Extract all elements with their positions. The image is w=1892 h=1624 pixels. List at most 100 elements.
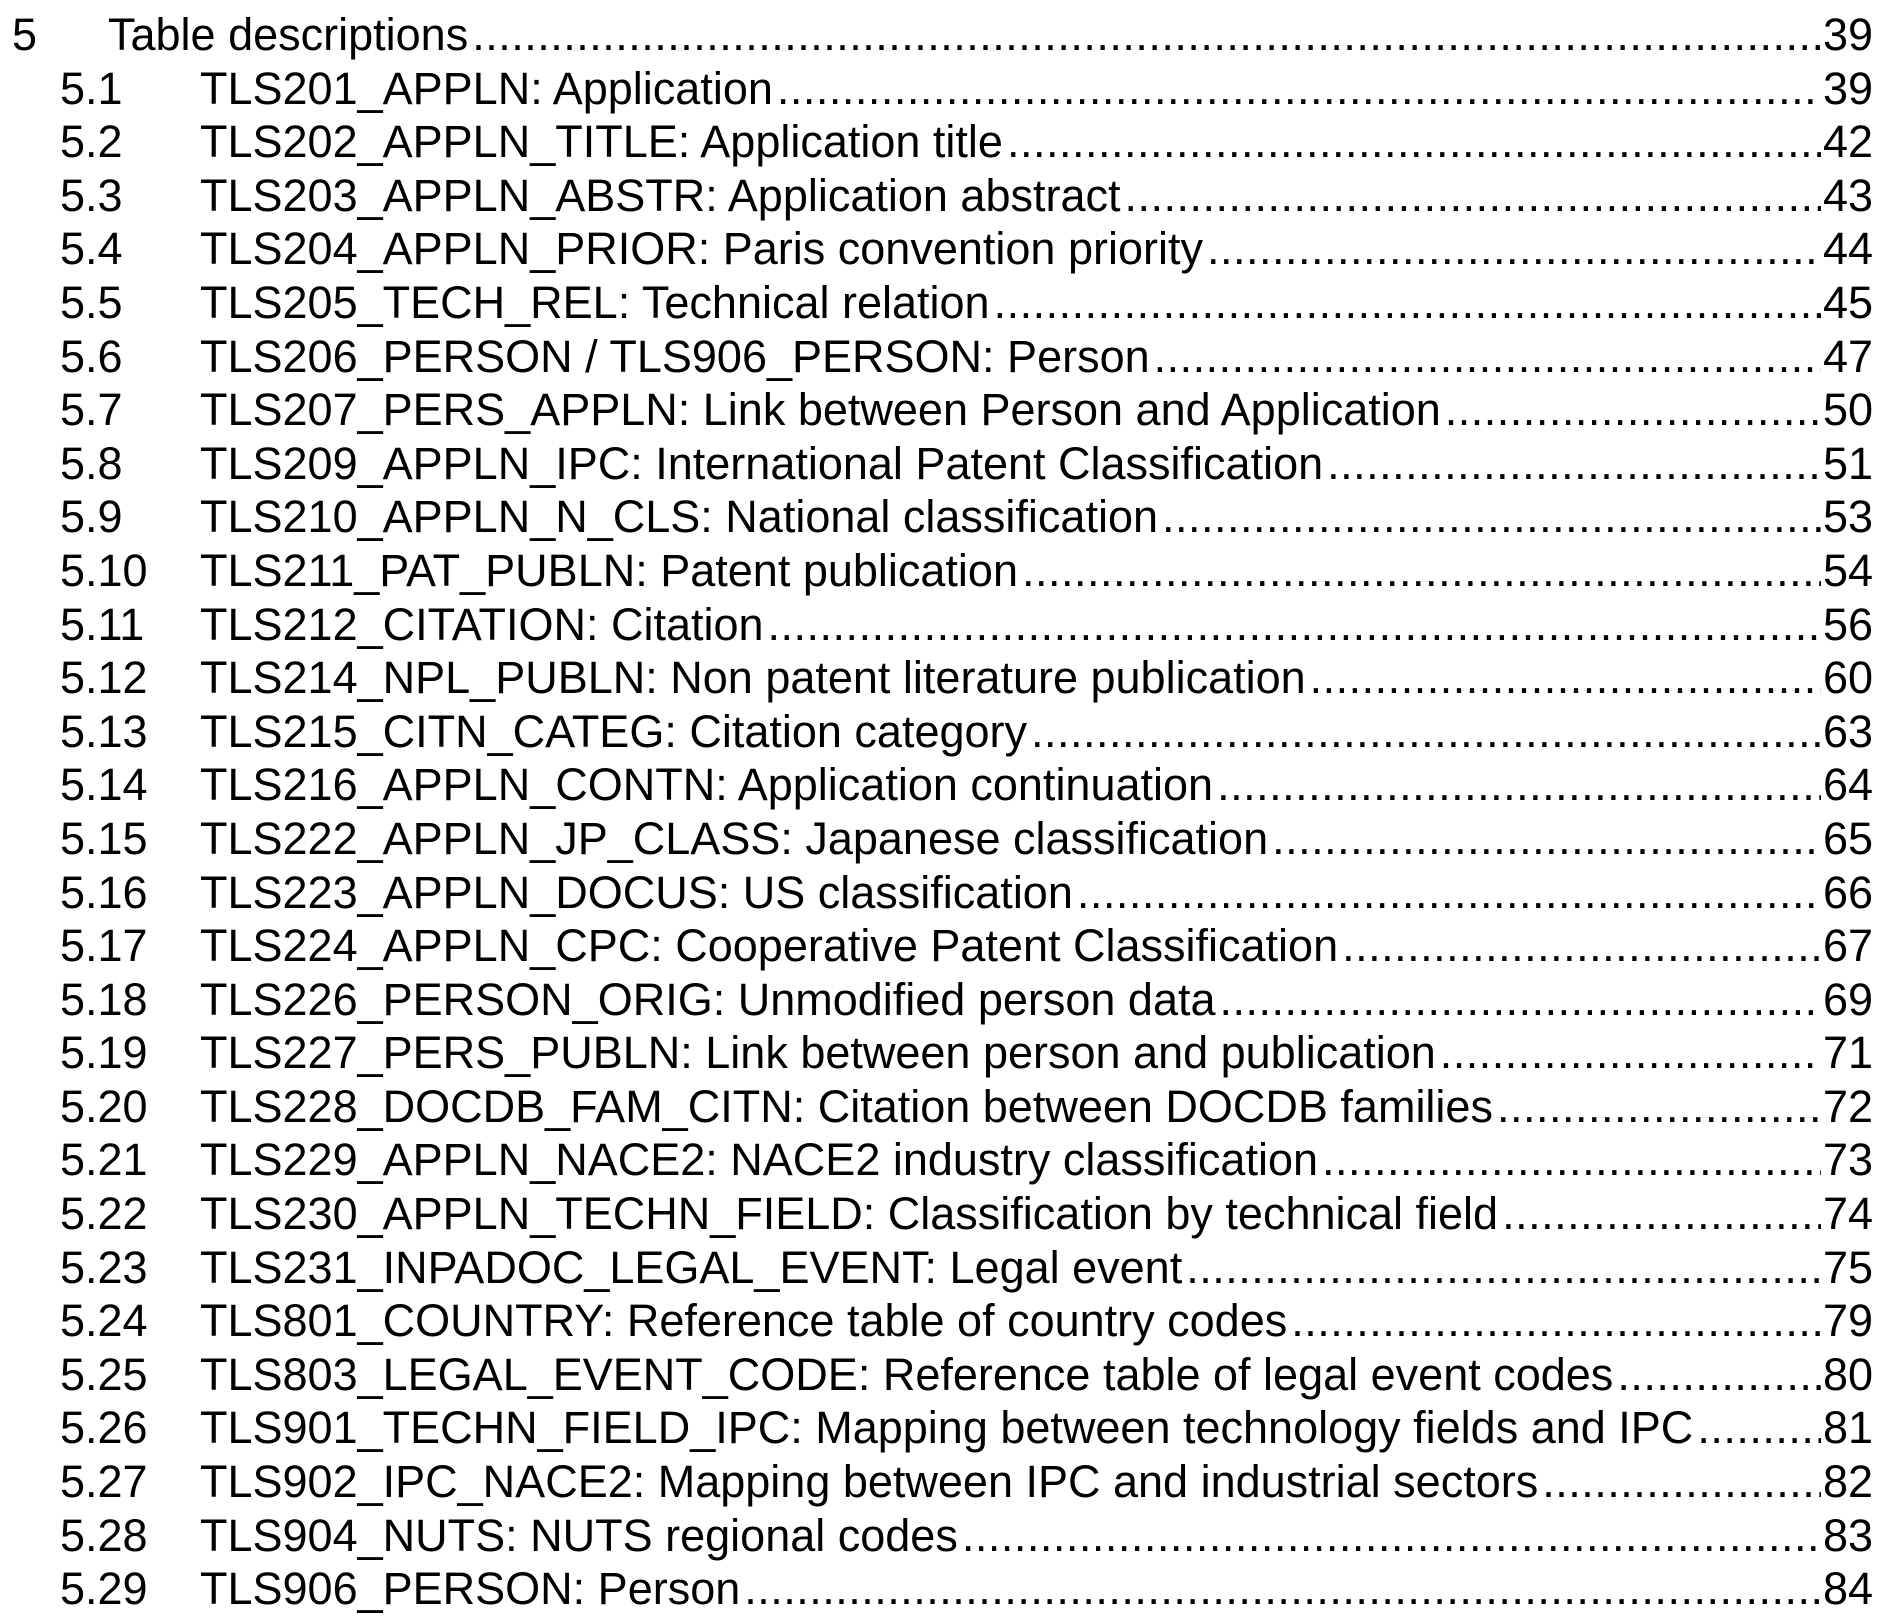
toc-entry-number: 5.4 [60,222,123,276]
toc-entry-title: TLS207_PERS_APPLN: Link between Person a… [200,383,1445,437]
toc-entry[interactable]: 5.26 TLS901_TECHN_FIELD_IPC: Mapping betw… [0,1401,1892,1455]
toc-entry-number: 5.1 [60,62,123,116]
toc-entry-number: 5.21 [60,1133,148,1187]
toc-entry-line: TLS801_COUNTRY: Reference table of count… [200,1294,1873,1348]
toc-entry-title: TLS230_APPLN_TECHN_FIELD: Classification… [200,1187,1502,1241]
toc-entry[interactable]: 5.22TLS230_APPLN_TECHN_FIELD: Classifica… [0,1187,1892,1241]
toc-dot-leader [777,62,1821,116]
toc-entry-number: 5.26 [60,1401,148,1455]
toc-entry[interactable]: 5.27 TLS902_IPC_NACE2: Mapping between IP… [0,1455,1892,1509]
toc-entry-number: 5.25 [60,1348,148,1402]
toc-entry-title: TLS202_APPLN_TITLE: Application title [200,115,1007,169]
toc-entry[interactable]: 5.4TLS204_APPLN_PRIOR: Paris convention … [0,222,1892,276]
toc-entry-line: TLS203_APPLN_ABSTR: Application abstract… [200,169,1873,223]
toc-dot-leader [1440,1026,1821,1080]
toc-entry[interactable]: 5.8TLS209_APPLN_IPC: International Paten… [0,437,1892,491]
toc-dot-leader [1162,490,1821,544]
toc-entry-title: TLS205_TECH_REL: Technical relation [200,276,994,330]
toc-entry-page: 50 [1821,383,1873,437]
toc-entry-title: TLS226_PERSON_ORIG: Unmodified person da… [200,973,1220,1027]
toc-section-title: Table descriptions [108,8,472,62]
toc-entry[interactable]: 5.28TLS904_NUTS: NUTS regional codes83 [0,1509,1892,1563]
toc-entry-line: TLS212_CITATION: Citation 56 [200,598,1873,652]
toc-entry-page: 54 [1821,544,1873,598]
toc-entry-line: TLS202_APPLN_TITLE: Application title 42 [200,115,1873,169]
toc-entry[interactable]: 5.3 TLS203_APPLN_ABSTR: Application abstr… [0,169,1892,223]
toc-entry[interactable]: 5.17TLS224_APPLN_CPC: Cooperative Patent… [0,919,1892,973]
toc-entry-title: TLS227_PERS_PUBLN: Link between person a… [200,1026,1440,1080]
toc-section-line: Table descriptions 39 [108,8,1873,62]
toc-entry-number: 5.27 [60,1455,148,1509]
table-of-contents: 5 Table descriptions 39 5.1 TLS201_APPLN:… [0,8,1892,1616]
toc-entry-number: 5.18 [60,973,148,1027]
toc-entry-line: TLS803_LEGAL_EVENT_CODE: Reference table… [200,1348,1873,1402]
toc-entry[interactable]: 5.23TLS231_INPADOC_LEGAL_EVENT: Legal ev… [0,1241,1892,1295]
toc-entry-line: TLS228_DOCDB_FAM_CITN: Citation between … [200,1080,1873,1134]
toc-entry-page: 82 [1821,1455,1873,1509]
toc-dot-leader [1217,758,1821,812]
toc-entry[interactable]: 5.25 TLS803_LEGAL_EVENT_CODE: Reference t… [0,1348,1892,1402]
toc-entry-number: 5.9 [60,490,123,544]
toc-entry-line: TLS207_PERS_APPLN: Link between Person a… [200,383,1873,437]
toc-entry-line: TLS205_TECH_REL: Technical relation45 [200,276,1873,330]
toc-entry[interactable]: 5.16TLS223_APPLN_DOCUS: US classificatio… [0,866,1892,920]
toc-entry-page: 83 [1821,1509,1873,1563]
toc-entry-title: TLS906_PERSON: Person [200,1562,744,1616]
toc-entry-page: 65 [1821,812,1873,866]
toc-dot-leader [1022,544,1821,598]
toc-section-heading[interactable]: 5 Table descriptions 39 [0,8,1892,62]
toc-entry[interactable]: 5.5TLS205_TECH_REL: Technical relation45 [0,276,1892,330]
toc-entry[interactable]: 5.1 TLS201_APPLN: Application39 [0,62,1892,116]
toc-dot-leader [1445,383,1821,437]
toc-entry[interactable]: 5.15TLS222_APPLN_JP_CLASS: Japanese clas… [0,812,1892,866]
toc-entry-number: 5.16 [60,866,148,920]
toc-entry-title: TLS201_APPLN: Application [200,62,777,116]
toc-entry-title: TLS210_APPLN_N_CLS: National classificat… [200,490,1162,544]
toc-entry-page: 80 [1821,1348,1873,1402]
toc-entry[interactable]: 5.21TLS229_APPLN_NACE2: NACE2 industry c… [0,1133,1892,1187]
toc-dot-leader [1322,1133,1821,1187]
toc-entry-title: TLS211_PAT_PUBLN: Patent publication [200,544,1022,598]
toc-entry-number: 5.11 [60,598,144,652]
toc-entry[interactable]: 5.13TLS215_CITN_CATEG: Citation category… [0,705,1892,759]
toc-entry-number: 5.3 [60,169,123,223]
toc-entry[interactable]: 5.9 TLS210_APPLN_N_CLS: National classifi… [0,490,1892,544]
toc-dot-leader [1542,1455,1821,1509]
toc-dot-leader [1125,169,1821,223]
toc-entry-title: TLS212_CITATION: Citation [200,598,768,652]
toc-entry[interactable]: 5.10TLS211_PAT_PUBLN: Patent publication… [0,544,1892,598]
toc-entry-title: TLS224_APPLN_CPC: Cooperative Patent Cla… [200,919,1342,973]
toc-entry-line: TLS215_CITN_CATEG: Citation category63 [200,705,1873,759]
toc-dot-leader [1207,222,1821,276]
toc-dot-leader [1291,1294,1821,1348]
toc-entry-page: 60 [1821,651,1873,705]
toc-entry-page: 69 [1821,973,1873,1027]
toc-dot-leader [1220,973,1821,1027]
toc-entry-line: TLS201_APPLN: Application39 [200,62,1873,116]
toc-entry-title: TLS228_DOCDB_FAM_CITN: Citation between … [200,1080,1497,1134]
toc-entry[interactable]: 5.29TLS906_PERSON: Person84 [0,1562,1892,1616]
toc-entry[interactable]: 5.12TLS214_NPL_PUBLN: Non patent literat… [0,651,1892,705]
toc-entry[interactable]: 5.24TLS801_COUNTRY: Reference table of c… [0,1294,1892,1348]
toc-entry[interactable]: 5.18 TLS226_PERSON_ORIG: Unmodified perso… [0,973,1892,1027]
toc-entry-page: 42 [1821,115,1873,169]
toc-entry-line: TLS226_PERSON_ORIG: Unmodified person da… [200,973,1873,1027]
toc-entry-page: 56 [1821,598,1873,652]
toc-entry[interactable]: 5.20TLS228_DOCDB_FAM_CITN: Citation betw… [0,1080,1892,1134]
toc-dot-leader [1502,1187,1821,1241]
toc-entry-page: 72 [1821,1080,1873,1134]
toc-dot-leader [962,1509,1821,1563]
toc-entry-title: TLS209_APPLN_IPC: International Patent C… [200,437,1327,491]
toc-entry-title: TLS216_APPLN_CONTN: Application continua… [200,758,1217,812]
toc-entry[interactable]: 5.14TLS216_APPLN_CONTN: Application cont… [0,758,1892,812]
toc-entry[interactable]: 5.7TLS207_PERS_APPLN: Link between Perso… [0,383,1892,437]
toc-entry[interactable]: 5.19TLS227_PERS_PUBLN: Link between pers… [0,1026,1892,1080]
toc-entry[interactable]: 5.6TLS206_PERSON / TLS906_PERSON: Person… [0,330,1892,384]
toc-entry[interactable]: 5.11 TLS212_CITATION: Citation 56 [0,598,1892,652]
toc-entry[interactable]: 5.2TLS202_APPLN_TITLE: Application title… [0,115,1892,169]
toc-entry-line: TLS906_PERSON: Person84 [200,1562,1873,1616]
toc-entry-title: TLS901_TECHN_FIELD_IPC: Mapping between … [200,1401,1697,1455]
toc-entry-page: 63 [1821,705,1873,759]
toc-entry-title: TLS801_COUNTRY: Reference table of count… [200,1294,1291,1348]
toc-entry-title: TLS902_IPC_NACE2: Mapping between IPC an… [200,1455,1542,1509]
